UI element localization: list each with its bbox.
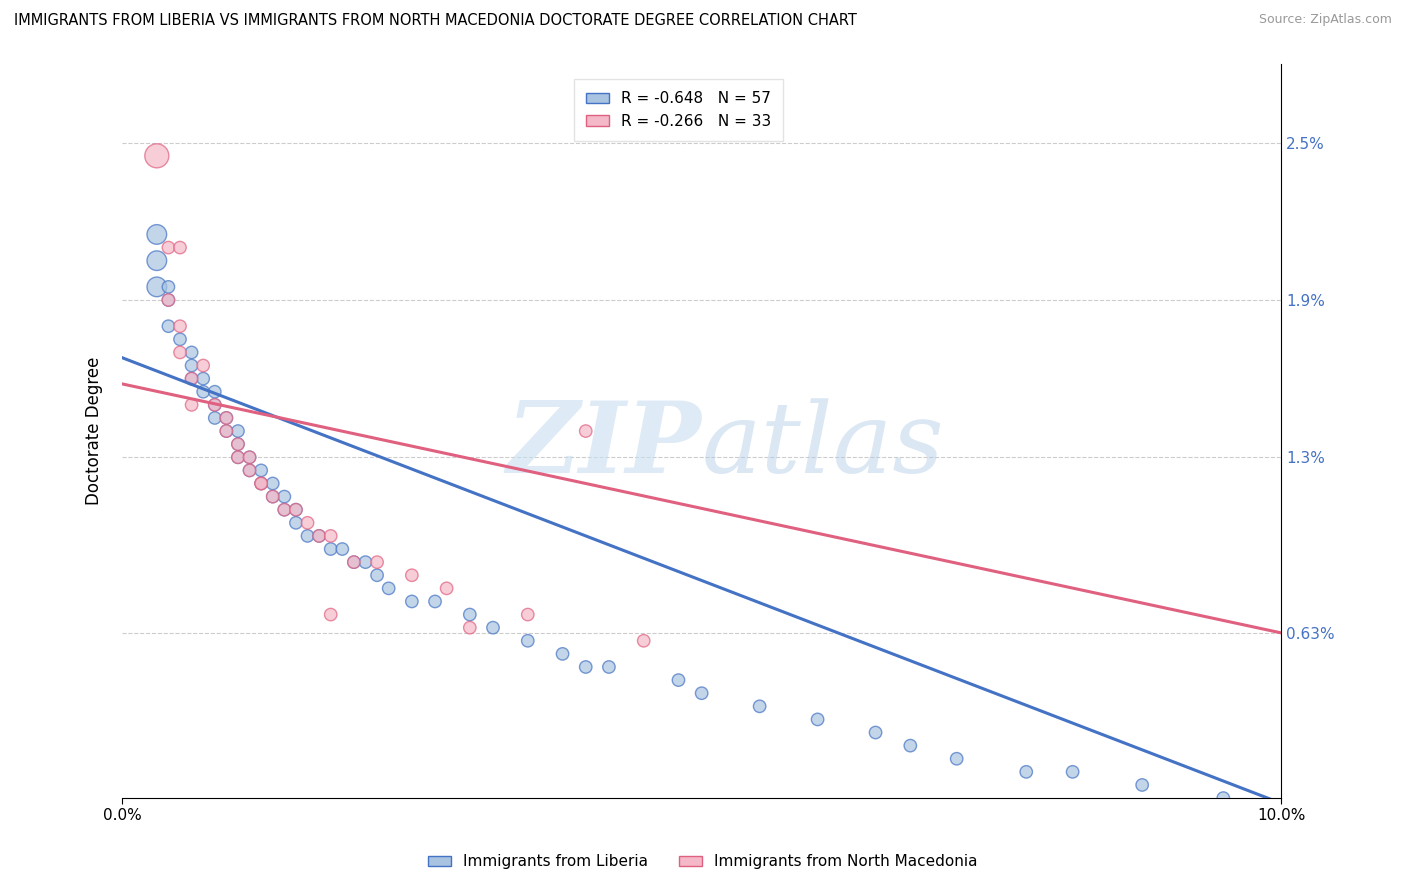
Point: [401, 594, 423, 608]
Point: [1015, 764, 1038, 779]
Point: [668, 673, 690, 687]
Point: [575, 424, 598, 438]
Point: [238, 463, 260, 477]
Point: [215, 411, 238, 425]
Point: [945, 752, 967, 766]
Point: [297, 516, 319, 530]
Point: [354, 555, 377, 569]
Point: [319, 607, 342, 622]
Point: [330, 542, 353, 557]
Point: [250, 476, 273, 491]
Point: [204, 411, 226, 425]
Point: [146, 149, 169, 163]
Point: [180, 371, 202, 385]
Point: [1130, 778, 1153, 792]
Point: [157, 293, 180, 307]
Point: [226, 450, 249, 465]
Point: [238, 450, 260, 465]
Point: [215, 411, 238, 425]
Point: [575, 660, 598, 674]
Point: [516, 607, 538, 622]
Point: [262, 476, 284, 491]
Point: [193, 371, 215, 385]
Point: [169, 241, 191, 255]
Point: [1062, 764, 1084, 779]
Point: [273, 490, 295, 504]
Point: [516, 633, 538, 648]
Point: [366, 555, 388, 569]
Point: [204, 384, 226, 399]
Point: [250, 476, 273, 491]
Point: [690, 686, 713, 700]
Point: [169, 319, 191, 334]
Point: [898, 739, 921, 753]
Point: [308, 529, 330, 543]
Point: [180, 359, 202, 373]
Point: [284, 516, 307, 530]
Point: [238, 463, 260, 477]
Point: [146, 253, 169, 268]
Point: [598, 660, 620, 674]
Point: [204, 398, 226, 412]
Point: [297, 529, 319, 543]
Point: [401, 568, 423, 582]
Point: [748, 699, 770, 714]
Point: [458, 607, 481, 622]
Point: [551, 647, 574, 661]
Point: [226, 424, 249, 438]
Point: [226, 450, 249, 465]
Point: [262, 490, 284, 504]
Point: [633, 633, 655, 648]
Point: [193, 359, 215, 373]
Point: [865, 725, 887, 739]
Point: [436, 582, 458, 596]
Point: [458, 621, 481, 635]
Legend: Immigrants from Liberia, Immigrants from North Macedonia: Immigrants from Liberia, Immigrants from…: [422, 848, 984, 875]
Text: IMMIGRANTS FROM LIBERIA VS IMMIGRANTS FROM NORTH MACEDONIA DOCTORATE DEGREE CORR: IMMIGRANTS FROM LIBERIA VS IMMIGRANTS FR…: [14, 13, 856, 29]
Point: [169, 332, 191, 346]
Point: [423, 594, 446, 608]
Point: [146, 227, 169, 242]
Point: [1212, 791, 1234, 805]
Point: [215, 424, 238, 438]
Point: [169, 345, 191, 359]
Legend: R = -0.648   N = 57, R = -0.266   N = 33: R = -0.648 N = 57, R = -0.266 N = 33: [574, 79, 783, 141]
Point: [273, 502, 295, 516]
Point: [226, 437, 249, 451]
Point: [250, 476, 273, 491]
Point: [193, 384, 215, 399]
Point: [250, 463, 273, 477]
Point: [319, 542, 342, 557]
Y-axis label: Doctorate Degree: Doctorate Degree: [86, 357, 103, 505]
Point: [180, 398, 202, 412]
Point: [377, 582, 399, 596]
Point: [319, 529, 342, 543]
Point: [157, 293, 180, 307]
Point: [180, 345, 202, 359]
Point: [157, 319, 180, 334]
Text: atlas: atlas: [702, 398, 945, 493]
Point: [180, 371, 202, 385]
Point: [157, 280, 180, 294]
Point: [284, 502, 307, 516]
Point: [146, 280, 169, 294]
Point: [308, 529, 330, 543]
Point: [226, 437, 249, 451]
Point: [262, 490, 284, 504]
Point: [482, 621, 505, 635]
Point: [366, 568, 388, 582]
Text: ZIP: ZIP: [506, 398, 702, 494]
Point: [273, 502, 295, 516]
Point: [215, 424, 238, 438]
Point: [343, 555, 366, 569]
Point: [157, 241, 180, 255]
Point: [204, 398, 226, 412]
Point: [284, 502, 307, 516]
Point: [238, 450, 260, 465]
Point: [806, 713, 828, 727]
Point: [343, 555, 366, 569]
Text: Source: ZipAtlas.com: Source: ZipAtlas.com: [1258, 13, 1392, 27]
